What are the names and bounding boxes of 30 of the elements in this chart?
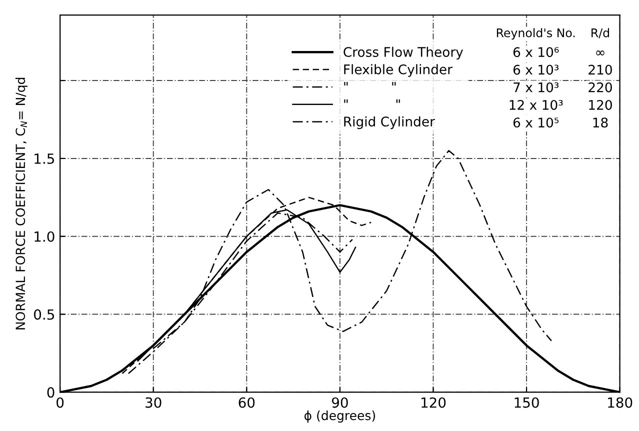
annotation: 18 [593, 118, 608, 128]
legend-label: " " [344, 82, 396, 86]
annotation: 120 [589, 100, 612, 110]
y-tick-label: 1.5 [34, 154, 54, 164]
x-tick-label: 90 [332, 397, 348, 408]
annotation: 220 [588, 82, 612, 92]
annotation: 6 x 10³ [513, 64, 559, 75]
y-tick-label: 0 [47, 387, 54, 398]
annotation: ∞ [596, 50, 604, 56]
annotation: 210 [588, 64, 612, 75]
x-tick-label: 60 [238, 397, 255, 408]
y-tick-label: 1.0 [34, 231, 54, 242]
annotation: 6 x 10⁵ [513, 118, 559, 128]
x-axis-title: ϕ (degrees) [304, 410, 376, 423]
legend-label: Rigid Cylinder [344, 116, 435, 130]
x-tick-label: 180 [608, 397, 632, 408]
legend-label: Flexible Cylinder [344, 64, 453, 77]
annotation: Reynold's No. [496, 28, 575, 40]
annotation: 7 x 10³ [514, 82, 559, 92]
y-axis-title: NORMAL FORCE COEFFICIENT, C$_{N}$= N/qd [15, 78, 28, 330]
annotation: 12 x 10³ [510, 100, 563, 110]
y-tick-label: 0.5 [34, 309, 54, 320]
x-tick-label: 150 [514, 397, 539, 408]
annotation: R/d [592, 28, 609, 38]
x-tick-label: 0 [56, 397, 64, 408]
legend-label: Cross Flow Theory [344, 46, 464, 60]
annotation: 6 x 10⁶ [513, 47, 559, 58]
x-tick-label: 120 [422, 397, 446, 408]
x-tick-label: 30 [146, 397, 162, 408]
legend-label: " " [344, 99, 400, 103]
